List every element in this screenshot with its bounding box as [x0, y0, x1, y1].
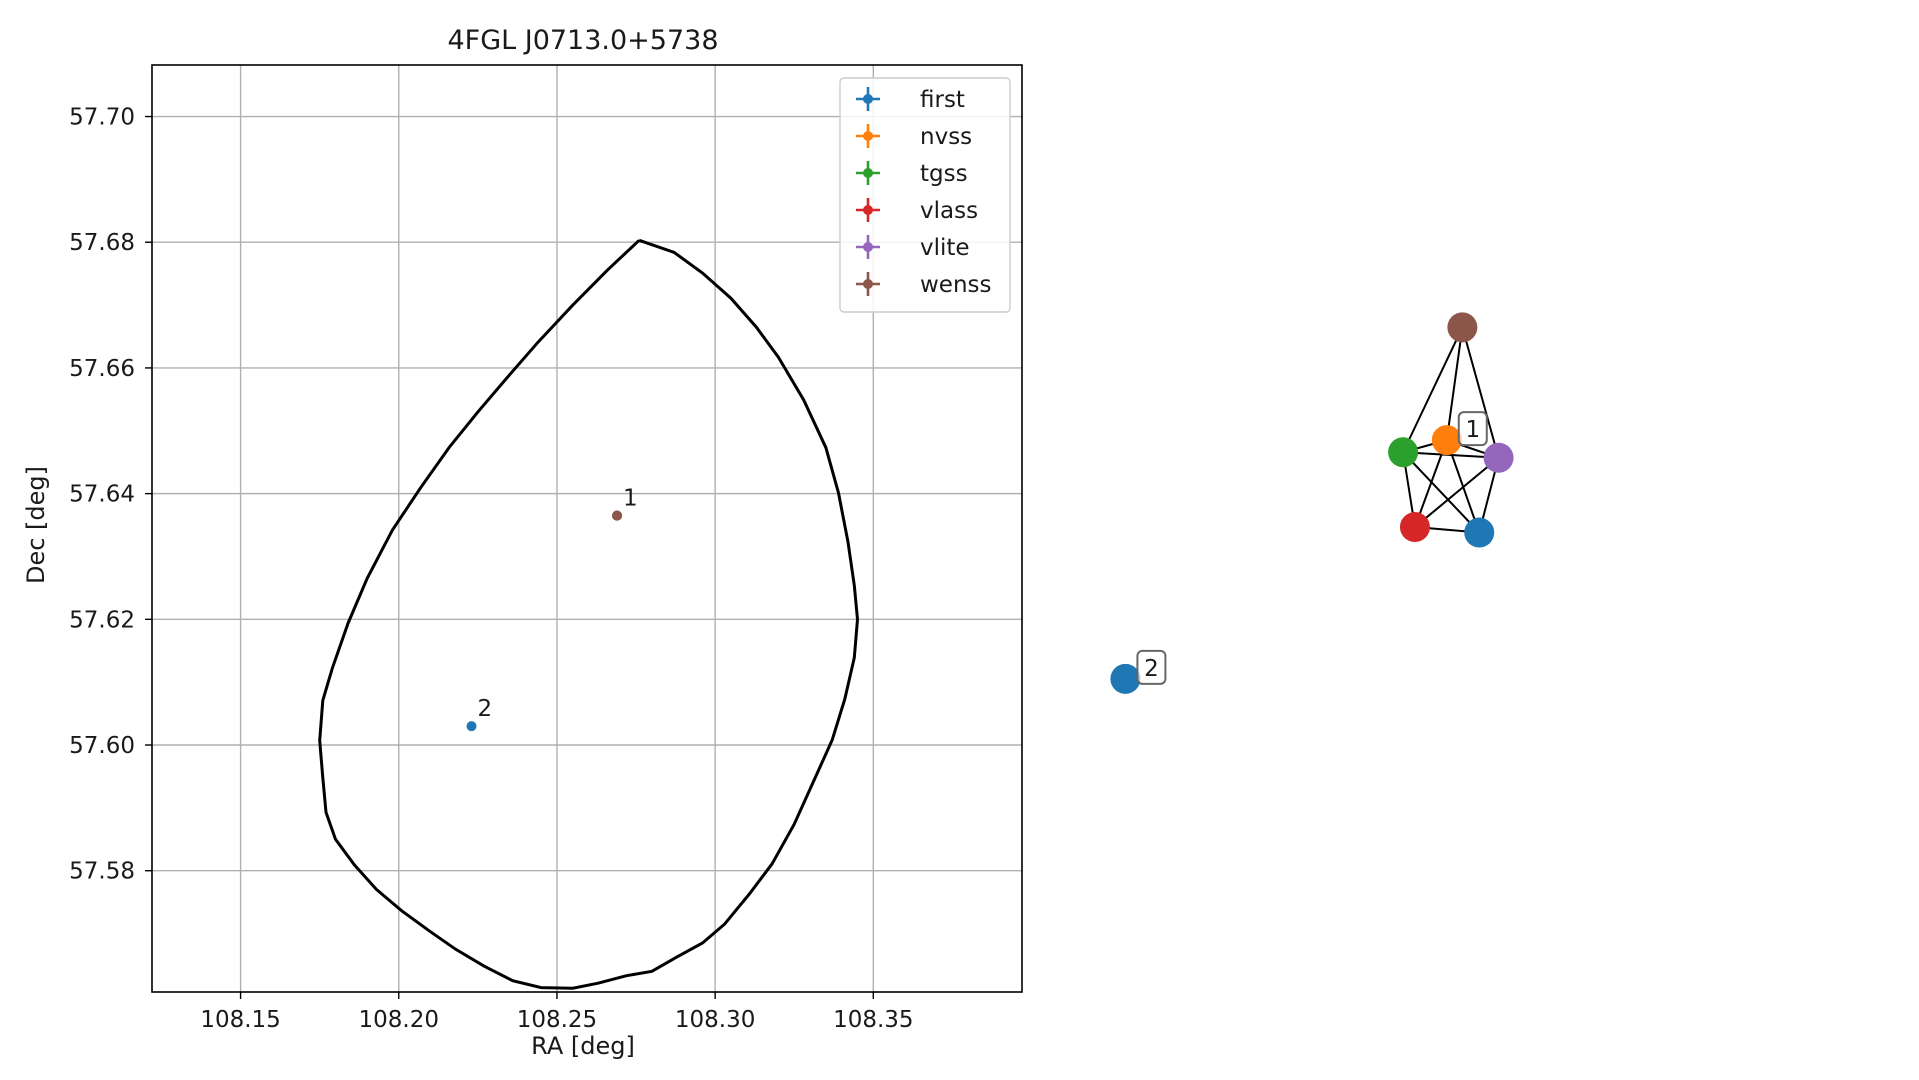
x-tick-label: 108.30: [675, 1007, 755, 1033]
network-edge: [1402, 451, 1480, 534]
legend-marker-dot: [863, 168, 873, 178]
network-edge: [1461, 327, 1500, 459]
legend-marker-dot: [863, 94, 873, 104]
chart-title: 4FGL J0713.0+5738: [447, 25, 718, 56]
point-annotation: 1: [623, 486, 638, 512]
legend-entry-vlite: vlite: [856, 235, 970, 261]
point-annotations: 12: [478, 486, 638, 723]
network-edge: [1402, 326, 1464, 453]
error-ellipse-outline: [318, 238, 860, 990]
y-tick-label: 57.64: [69, 482, 135, 508]
legend: first nvss tgss vlass vlite wenss: [839, 77, 1011, 313]
network-node-first: [1464, 517, 1495, 548]
network-label: 1: [1457, 411, 1488, 447]
legend-label: tgss: [920, 161, 968, 187]
data-point-first: [466, 721, 477, 732]
axes-border: [151, 64, 1023, 993]
y-tick-label: 57.68: [69, 230, 135, 256]
network-nodes: [1110, 312, 1514, 694]
network-edge: [1403, 451, 1499, 459]
network-label-box: [1457, 411, 1488, 447]
network-node-nvss: [1431, 425, 1462, 456]
legend-marker-dot: [863, 131, 873, 141]
legend-frame: [839, 77, 1011, 313]
x-tick-label: 108.25: [517, 1007, 597, 1033]
legend-entry-nvss: nvss: [856, 124, 972, 150]
legend-entry-tgss: tgss: [856, 161, 968, 187]
x-tick-label: 108.15: [200, 1007, 280, 1033]
data-points: [466, 510, 623, 732]
x-axis-ticks: 108.15 108.20 108.25 108.30 108.35: [200, 992, 914, 1033]
network-label: 2: [1136, 649, 1167, 685]
network-label-box: [1136, 649, 1167, 685]
y-tick-label: 57.62: [69, 607, 135, 633]
network-panel: 12: [1110, 312, 1514, 694]
y-tick-label: 57.66: [69, 356, 135, 382]
legend-entry-first: first: [856, 87, 965, 113]
y-axis-ticks: 57.58 57.60 57.62 57.64 57.66 57.68 57.70: [69, 105, 152, 885]
network-node-vlite: [1483, 442, 1514, 473]
network-label-text: 1: [1465, 417, 1480, 443]
legend-entry-vlass: vlass: [856, 198, 978, 224]
network-label-text: 2: [1144, 656, 1159, 682]
data-point-wenss: [612, 510, 623, 521]
scatter-panel: 4FGL J0713.0+5738 12 108.15 108.20 108.25 1…: [22, 25, 1023, 1060]
y-axis-label: Dec [deg]: [22, 466, 50, 584]
y-tick-label: 57.58: [69, 859, 135, 885]
network-node-first: [1110, 663, 1141, 694]
legend-marker-dot: [863, 242, 873, 252]
network-edge: [1445, 327, 1464, 441]
legend-marker-dot: [863, 279, 873, 289]
network-labels: 12: [1136, 411, 1488, 685]
legend-label: first: [920, 87, 965, 113]
network-edge: [1414, 456, 1500, 528]
legend-marker-dot: [863, 205, 873, 215]
x-axis-label: RA [deg]: [531, 1032, 635, 1060]
network-node-vlass: [1399, 512, 1430, 543]
error-ellipse: [318, 238, 860, 990]
legend-label: vlite: [920, 235, 970, 261]
legend-label: vlass: [920, 198, 978, 224]
legend-label: wenss: [920, 272, 992, 298]
network-node-wenss: [1447, 312, 1478, 343]
axes-frame: [151, 64, 1023, 993]
legend-label: nvss: [920, 124, 972, 150]
x-tick-label: 108.35: [833, 1007, 913, 1033]
point-annotation: 2: [478, 696, 493, 722]
y-tick-label: 57.70: [69, 105, 135, 131]
legend-entry-wenss: wenss: [856, 272, 992, 298]
y-tick-label: 57.60: [69, 733, 135, 759]
x-tick-label: 108.20: [359, 1007, 439, 1033]
network-node-tgss: [1388, 437, 1419, 468]
